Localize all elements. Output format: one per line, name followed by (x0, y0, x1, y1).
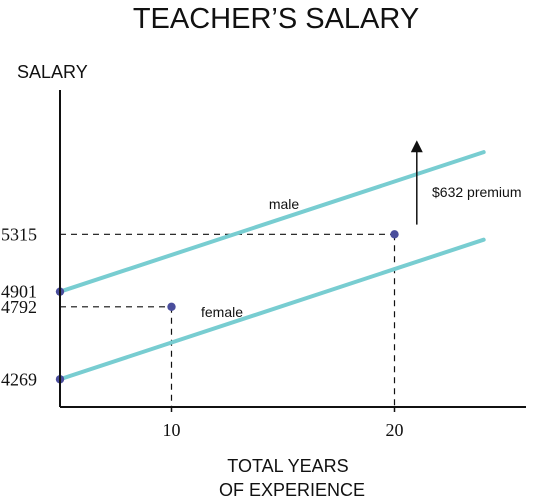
series-label-female: female (201, 304, 243, 320)
annotation: $632 premium (410, 140, 522, 225)
y-axis-label: SALARY (17, 62, 88, 82)
x-axis-label-line-2: OF EXPERIENCE (219, 480, 365, 500)
x-axis-label-line-1: TOTAL YEARS (227, 456, 348, 476)
series-lines (58, 150, 486, 382)
series-line-female (58, 237, 486, 382)
data-point-2 (167, 302, 176, 311)
y-tick-label-4269: 4269 (1, 369, 37, 389)
premium-annotation: $632 premium (432, 184, 522, 200)
series-label-male: male (269, 196, 300, 212)
data-point-3 (390, 230, 399, 239)
x-tick-label-10: 10 (163, 420, 181, 440)
chart-title: TEACHER’S SALARY (133, 3, 419, 35)
y-tick-label-5315: 5315 (1, 224, 37, 244)
series-labels: male female (201, 196, 299, 320)
y-tick-label-4792: 4792 (1, 297, 37, 317)
y-tick-label-4901: 4901 (1, 282, 37, 302)
reference-lines (60, 233, 396, 407)
series-line-male (58, 150, 486, 294)
x-tick-label-20: 20 (386, 420, 404, 440)
axes (59, 90, 526, 408)
